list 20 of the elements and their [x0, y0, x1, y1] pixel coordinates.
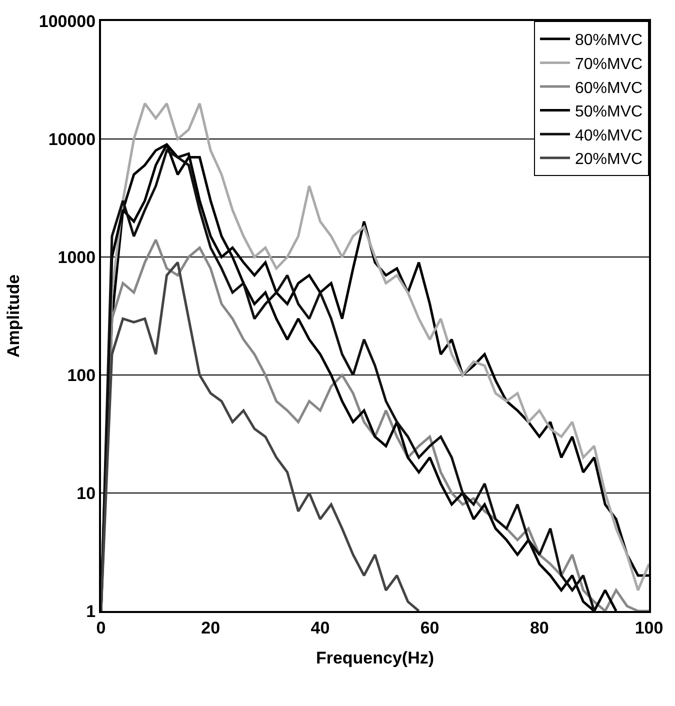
y-tick-label: 1000 — [58, 248, 96, 267]
y-axis-title: Amplitude — [4, 274, 23, 358]
legend-label: 40%MVC — [575, 127, 643, 144]
y-tick-label: 100000 — [38, 12, 96, 31]
x-tick-label: 40 — [310, 618, 330, 638]
x-tick-label: 20 — [201, 618, 220, 638]
x-tick-label: 0 — [96, 618, 106, 638]
legend-label: 70%MVC — [575, 56, 643, 73]
x-tick-label: 80 — [530, 618, 549, 638]
y-tick-label: 100 — [67, 366, 96, 385]
y-tick-label: 10 — [76, 484, 96, 503]
y-tick-label: 10000 — [48, 130, 96, 149]
x-tick-label: 100 — [634, 618, 664, 638]
x-tick-label: 60 — [420, 618, 440, 638]
x-axis-title: Frequency(Hz) — [316, 648, 434, 668]
legend-label: 20%MVC — [575, 151, 643, 168]
y-tick-label: 1 — [86, 602, 96, 621]
legend-label: 60%MVC — [575, 80, 643, 97]
legend-label: 50%MVC — [575, 104, 643, 121]
legend-label: 80%MVC — [575, 32, 643, 50]
